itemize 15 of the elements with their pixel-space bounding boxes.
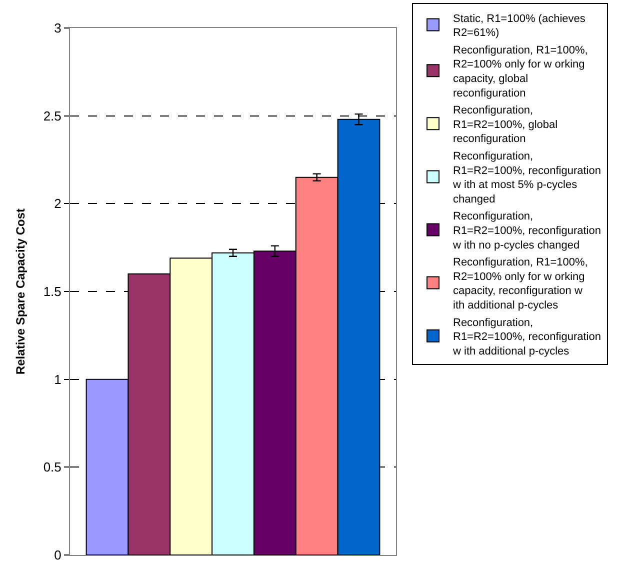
y-tick-label: 0.5 [43, 460, 62, 475]
y-tick-label: 1.5 [43, 284, 62, 300]
legend-label: Reconfiguration, R1=R2=100%, reconfiguration w ith at most 5% p-cycles changed [452, 150, 601, 206]
y-tick-label: 1 [54, 372, 62, 387]
legend-label: Reconfiguration, R1=100%, R2=100% only for w orking capacity, global reconfiguration [453, 44, 588, 100]
legend-label: Reconfiguration, R1=R2=100%, reconfiguration w ith additional p-cycles [452, 316, 601, 358]
legend-label: Reconfiguration, R1=R2=100%, reconfiguration w ith no p-cycles changed [452, 210, 601, 252]
legend-label: Static, R1=100% (achieves R2=61%) [453, 12, 586, 40]
legend-label: Reconfiguration, R1=R2=100%, global reconfiguration [453, 104, 558, 146]
legend-label: Reconfiguration, R1=100%, R2=100% only for w orking capacity, reconfiguration w ith additional p-cycles [453, 256, 588, 312]
y-tick-label: 0 [54, 548, 62, 563]
y-tick-label: 3 [54, 20, 62, 36]
y-tick-label: 2.5 [43, 108, 62, 124]
y-axis-title: Relative Spare Capacity Cost [14, 208, 28, 375]
y-tick-label: 2 [54, 196, 62, 212]
